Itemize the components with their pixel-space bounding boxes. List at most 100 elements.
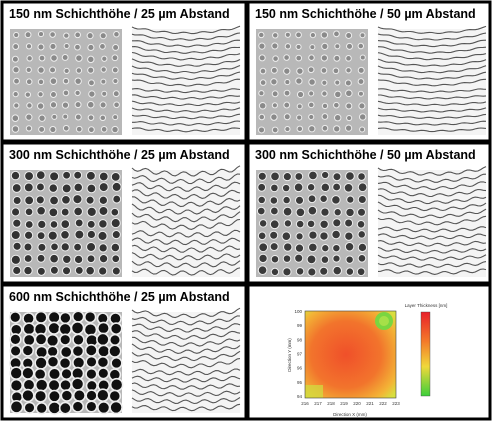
hole	[63, 114, 68, 119]
hole	[309, 126, 315, 132]
hole	[76, 55, 82, 61]
hole	[346, 268, 353, 275]
hole	[12, 184, 21, 193]
hole	[86, 401, 97, 412]
hole	[48, 402, 60, 414]
hole	[296, 268, 304, 276]
hole	[283, 268, 291, 276]
hole	[111, 323, 122, 334]
hole	[74, 183, 83, 192]
hole	[322, 80, 327, 85]
hole	[88, 127, 94, 133]
hole	[322, 91, 327, 96]
hole	[36, 379, 48, 391]
hole	[50, 92, 56, 98]
hole	[59, 358, 70, 369]
hole	[284, 90, 290, 96]
hole	[14, 103, 19, 108]
hole	[309, 231, 317, 239]
hole	[271, 67, 277, 73]
hole	[98, 231, 107, 240]
hole	[296, 55, 302, 61]
hole	[86, 345, 97, 356]
hole	[334, 209, 341, 216]
hole	[332, 230, 341, 239]
hole	[99, 196, 107, 204]
hole	[75, 114, 81, 120]
hole	[71, 322, 83, 334]
hole	[112, 67, 118, 73]
hole	[360, 127, 365, 132]
x-tick-label: 221	[366, 401, 374, 406]
hole	[75, 78, 81, 84]
hole	[48, 322, 60, 334]
hole	[100, 44, 106, 50]
hole	[74, 171, 82, 179]
hole	[295, 196, 303, 204]
hole	[48, 379, 60, 391]
panel-title: 300 nm Schichthöhe / 25 µm Abstand	[9, 148, 230, 162]
hole	[11, 230, 20, 239]
hole	[98, 322, 109, 333]
hole	[22, 390, 34, 402]
hole	[97, 389, 109, 401]
hole	[63, 125, 69, 131]
hole	[333, 173, 341, 181]
y-tick-label: 96	[297, 366, 303, 371]
hole	[297, 91, 303, 97]
hole	[47, 335, 59, 347]
hole	[39, 55, 45, 61]
hole	[52, 114, 57, 119]
hole	[259, 43, 265, 49]
hole	[12, 56, 18, 62]
hole	[259, 254, 267, 262]
hole	[284, 243, 292, 251]
hole	[309, 171, 318, 180]
hole	[320, 232, 328, 240]
hole	[271, 79, 277, 85]
hole	[322, 103, 327, 108]
hole	[50, 67, 56, 73]
hole	[24, 266, 32, 274]
hole	[13, 197, 21, 205]
hole	[51, 243, 59, 251]
hole	[37, 103, 43, 109]
hole	[36, 403, 47, 414]
hole	[100, 33, 106, 39]
hole	[307, 220, 315, 228]
hole	[50, 196, 59, 205]
hole	[38, 220, 46, 228]
hole	[358, 67, 364, 73]
hole	[296, 220, 304, 228]
hole	[259, 55, 265, 61]
hole	[99, 255, 107, 263]
hole	[258, 266, 267, 275]
hole	[113, 195, 121, 203]
x-tick-label: 219	[340, 401, 348, 406]
hole	[87, 255, 95, 263]
hole	[334, 31, 340, 37]
figure: 150 nm Schichthöhe / 25 µm Abstand150 nm…	[0, 0, 492, 421]
hole	[360, 55, 365, 60]
hole	[50, 254, 59, 263]
hole	[62, 184, 71, 193]
hole	[272, 91, 278, 97]
hole	[27, 56, 32, 61]
hole	[271, 207, 279, 215]
hole	[271, 268, 278, 275]
x-tick-label: 216	[301, 401, 309, 406]
hole	[24, 402, 35, 413]
hole	[88, 56, 94, 62]
hole	[86, 196, 94, 204]
hole	[86, 266, 95, 275]
hole	[75, 266, 83, 274]
hole	[111, 219, 120, 228]
hole	[284, 114, 290, 120]
hole	[257, 207, 265, 215]
hole	[112, 267, 120, 275]
hole	[72, 378, 84, 390]
hole	[49, 184, 58, 193]
hole	[309, 114, 314, 119]
hole	[13, 219, 21, 227]
hole	[60, 334, 71, 345]
